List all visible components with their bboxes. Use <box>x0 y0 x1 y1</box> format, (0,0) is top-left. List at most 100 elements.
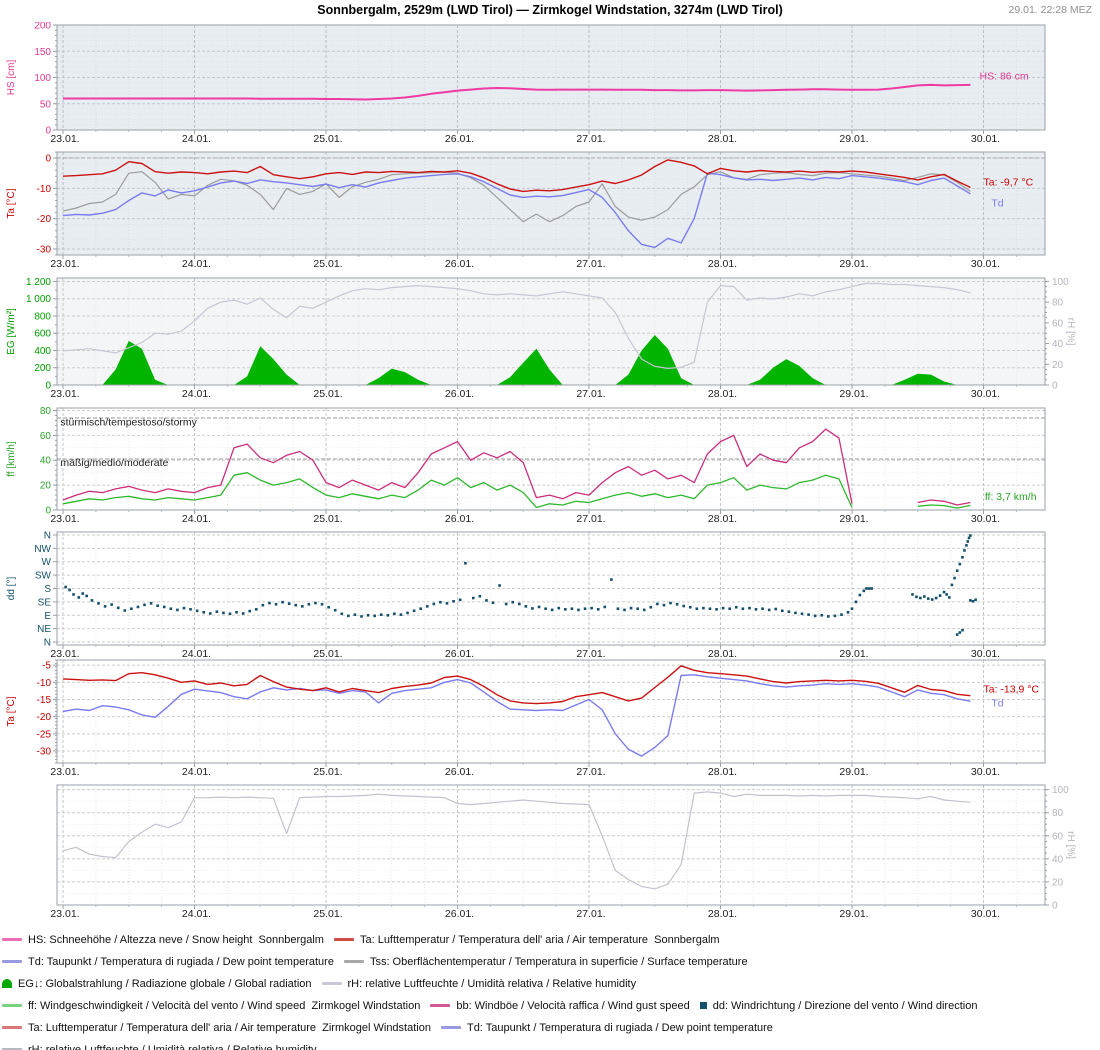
chart-text: 26.01. <box>445 513 474 525</box>
chart-text: 40 <box>1052 854 1064 865</box>
chart-text: 27.01. <box>576 648 605 660</box>
legend-row: Ta: Lufttemperatur / Temperatura dell' a… <box>2 1021 1100 1034</box>
chart-text: HS [cm] <box>6 60 17 96</box>
chart-text: 200 <box>34 363 51 374</box>
chart-text: 28.01. <box>708 258 737 270</box>
chart-text: SW <box>35 571 52 582</box>
series-EG <box>63 335 971 385</box>
line-swatch-icon <box>2 1048 22 1050</box>
chart-text: 26.01. <box>445 258 474 270</box>
air-temp-zirmkogel-chart: -5 -10 -15 -20 -25 -30 Ta [°C] 23.01. 24.01. 25.0… <box>6 659 1046 778</box>
chart-text: 26.01. <box>445 133 474 145</box>
chart-text: stürmisch/tempestoso/stormy <box>60 416 197 428</box>
chart-text: rH [%] <box>1065 318 1076 346</box>
chart-text: -20 <box>37 214 52 225</box>
chart-text: EG [W/m²] <box>6 308 17 355</box>
chart-text: mäßig/medio/moderate <box>60 457 168 469</box>
chart-text: -5 <box>42 661 51 672</box>
chart-text: -15 <box>37 695 52 706</box>
chart-text: 40 <box>40 456 52 467</box>
chart-text: 24.01. <box>182 513 211 525</box>
chart-text: 80 <box>40 406 52 417</box>
chart-text: 30.01. <box>971 513 1000 525</box>
series-Td <box>62 674 971 757</box>
chart-text: 26.01. <box>445 908 474 920</box>
chart-text: 60 <box>40 431 52 442</box>
chart-text: 30.01. <box>971 258 1000 270</box>
chart-text: 28.01. <box>708 388 737 400</box>
series-Ta <box>62 159 971 193</box>
chart-text: SE <box>38 597 52 608</box>
chart-text: 29.01. <box>839 388 868 400</box>
chart-text: 24.01. <box>182 766 211 778</box>
chart-text: 0 <box>1052 901 1058 912</box>
radiation-humidity-chart: 0 200 400 600 800 1 000 1 200 EG [W/m²] 0 20 40 60 8… <box>6 277 1076 400</box>
chart-text: 80 <box>1052 298 1064 309</box>
legend-item: dd: Windrichtung / Direzione del vento /… <box>699 999 978 1012</box>
chart-text: 25.01. <box>313 133 342 145</box>
legend-item: Ta: Lufttemperatur / Temperatura dell' a… <box>2 1022 431 1034</box>
chart-text: dd [°] <box>6 577 17 601</box>
area-marker-icon <box>2 979 12 988</box>
chart-text: 27.01. <box>576 766 605 778</box>
chart-text: 29.01. <box>839 133 868 145</box>
chart-text: 30.01. <box>971 766 1000 778</box>
chart-text: 0 <box>45 154 51 165</box>
chart-text: 24.01. <box>182 258 211 270</box>
legend-row: ff: Windgeschwindigkeit / Velocità del v… <box>2 999 1100 1012</box>
legend-label: dd: Windrichtung / Direzione del vento /… <box>712 999 978 1012</box>
chart-text: Ta: -9,7 °C <box>984 176 1034 188</box>
chart-text: ff [km/h] <box>6 441 17 477</box>
humidity-zirmkogel-chart: 0 20 40 60 80 100 rH [%] 23.01. 24.01. 25.01. 26.0… <box>50 784 1076 920</box>
chart-text: HS: 86 cm <box>980 71 1029 83</box>
chart-text: 0 <box>45 506 51 517</box>
chart-text: Ta [°C] <box>6 188 17 218</box>
chart-text: 23.01. <box>50 513 79 525</box>
series-rH <box>62 282 971 369</box>
chart-text: 60 <box>1052 318 1064 329</box>
chart-text: N <box>44 638 51 649</box>
chart-text: 1 200 <box>26 277 51 288</box>
chart-text: 20 <box>40 481 52 492</box>
series-Ta <box>62 665 971 705</box>
line-swatch-icon <box>430 1004 451 1007</box>
legend-item: rH: relative Luftfeuchte / Umidità relat… <box>321 978 636 990</box>
chart-text: 25.01. <box>313 388 342 400</box>
chart-text: E <box>44 611 51 622</box>
chart-text: 50 <box>40 99 52 110</box>
chart-text: 24.01. <box>182 133 211 145</box>
line-swatch-icon <box>333 938 354 941</box>
chart-text: 28.01. <box>708 133 737 145</box>
chart-text: Td <box>991 198 1003 210</box>
chart-text: 23.01. <box>50 133 79 145</box>
chart-text: -10 <box>37 678 52 689</box>
chart-text: -10 <box>37 184 52 195</box>
chart-text: 27.01. <box>576 388 605 400</box>
chart-text: 30.01. <box>971 908 1000 920</box>
line-swatch-icon <box>343 960 364 963</box>
legend: HS: Schneehöhe / Altezza neve / Snow hei… <box>0 925 1100 1050</box>
chart-text: 29.01. <box>839 766 868 778</box>
chart-text: 600 <box>34 329 51 340</box>
chart-text: 400 <box>34 346 51 357</box>
chart-text: 25.01. <box>313 648 342 660</box>
legend-label: Td: Taupunkt / Temperatura di rugiada / … <box>28 955 334 968</box>
chart-text: 25.01. <box>313 258 342 270</box>
chart-text: NW <box>34 544 51 555</box>
chart-text: 29.01. <box>839 258 868 270</box>
chart-text: Ta [°C] <box>6 696 17 726</box>
chart-text: 1 000 <box>26 294 51 305</box>
legend-item: Tss: Oberflächentemperatur / Temperatura… <box>343 956 748 968</box>
series-HS <box>63 83 971 101</box>
chart-text: 100 <box>1052 785 1069 796</box>
series-rH <box>62 791 971 890</box>
chart-text: 24.01. <box>182 648 211 660</box>
legend-label: rH: relative Luftfeuchte / Umidità relat… <box>28 1043 317 1050</box>
chart-text: 26.01. <box>445 648 474 660</box>
chart-text: 150 <box>34 47 51 58</box>
legend-item: rH: relative Luftfeuchte / Umidità relat… <box>2 1044 317 1050</box>
series-bb <box>62 428 971 506</box>
series-Tss <box>62 171 971 223</box>
legend-item: Ta: Lufttemperatur / Temperatura dell' a… <box>333 934 720 946</box>
